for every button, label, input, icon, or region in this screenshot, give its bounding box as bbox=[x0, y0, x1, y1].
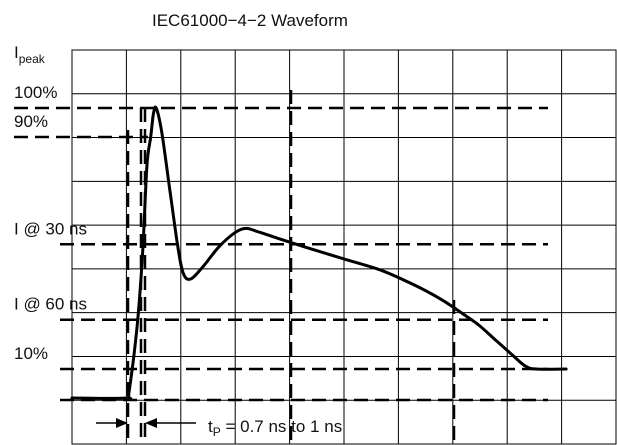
chart-title: IEC61000−4−2 Waveform bbox=[152, 11, 348, 30]
level-label: I @ 30 ns bbox=[14, 219, 87, 238]
y-axis-label: Ipeak bbox=[14, 43, 46, 66]
level-label: I @ 60 ns bbox=[14, 295, 87, 314]
level-label: 10% bbox=[14, 344, 48, 363]
chart-grid bbox=[71, 49, 617, 445]
level-label: 100% bbox=[14, 83, 57, 102]
pulse-width-arrows bbox=[96, 418, 196, 428]
arrowhead-left bbox=[145, 418, 157, 428]
level-label: 90% bbox=[14, 112, 48, 131]
arrowhead-right bbox=[116, 418, 128, 428]
pulse-width-annotation: tP = 0.7 ns to 1 ns bbox=[208, 417, 342, 439]
level-labels: 100% 90% I @ 30 ns I @ 60 ns 10% bbox=[14, 83, 87, 363]
waveform-curve bbox=[70, 105, 568, 401]
guide-lines bbox=[14, 90, 548, 444]
